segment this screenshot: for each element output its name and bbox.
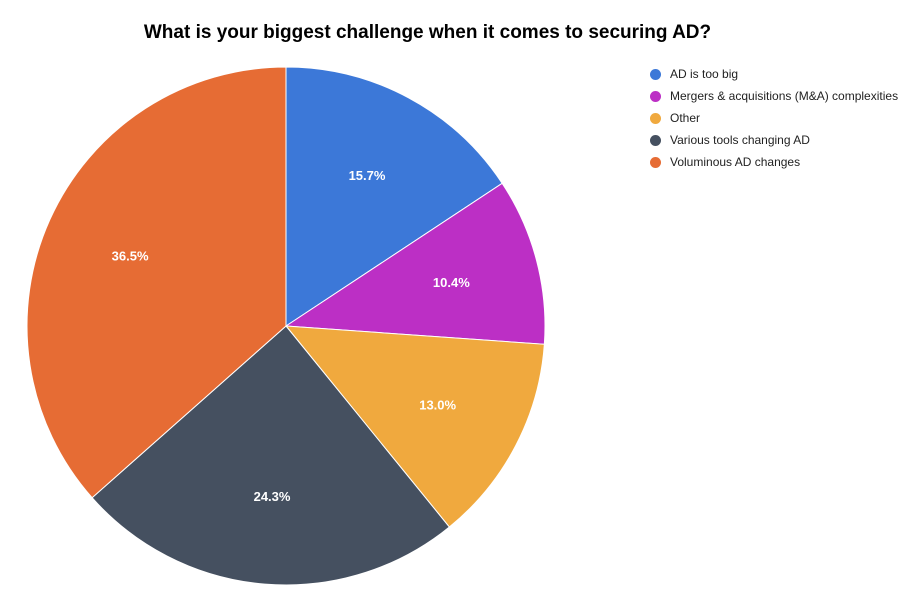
legend-swatch (650, 112, 661, 124)
legend-label: Voluminous AD changes (670, 155, 801, 169)
pie-slice-3 (284, 325, 545, 528)
legend-swatch (650, 134, 661, 146)
legend-item: Various tools changing AD (650, 129, 898, 151)
pie-slice-5 (26, 66, 287, 499)
legend-swatch (650, 90, 661, 102)
legend-swatch (650, 156, 661, 168)
pie-labels: 15.7% 10.4% 13.0% 24.3% 36.5% (112, 168, 471, 504)
legend-item: Other (650, 107, 898, 129)
slice-value-label: 15.7% (349, 168, 386, 183)
legend-label: AD is too big (670, 67, 739, 81)
slice-value-label: 36.5% (112, 248, 149, 263)
legend-label: Various tools changing AD (670, 133, 810, 147)
pie-slice-2 (284, 182, 546, 345)
pie-slices (26, 66, 546, 586)
slice-value-label: 13.0% (419, 397, 456, 412)
legend-item: AD is too big (650, 63, 898, 85)
pie-slice-1 (285, 66, 503, 327)
slice-value-label: 10.4% (433, 275, 470, 290)
slice-value-label: 24.3% (254, 489, 291, 504)
legend-item: Mergers & acquisitions (M&A) complexitie… (650, 85, 898, 107)
legend-swatch (650, 68, 661, 80)
chart-legend: AD is too big Mergers & acquisitions (M&A… (650, 63, 898, 173)
chart-title: What is your biggest challenge when it c… (143, 22, 712, 43)
legend-label: Other (670, 111, 701, 125)
legend-label: Mergers & acquisitions (M&A) complexitie… (670, 89, 899, 103)
pie-slice-4 (91, 325, 451, 586)
legend-item: Voluminous AD changes (650, 151, 898, 173)
